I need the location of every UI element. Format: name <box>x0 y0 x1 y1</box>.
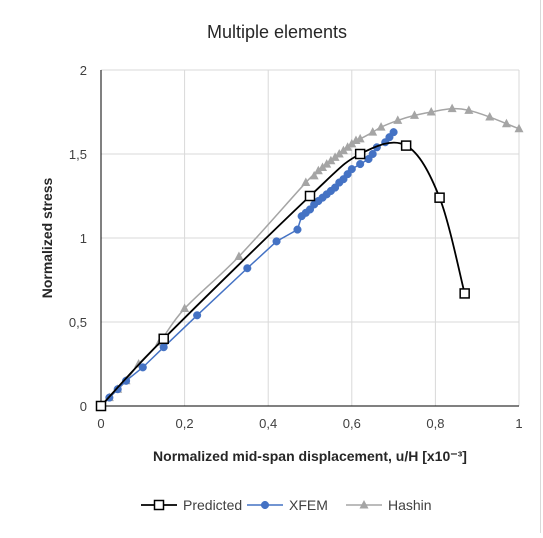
legend-swatch-marker-predicted <box>153 499 165 511</box>
series-line-predicted <box>100 141 466 407</box>
legend-swatch-marker-hashin <box>359 500 369 509</box>
data-point-hashin <box>234 251 244 260</box>
legend-item-xfem: XFEM <box>247 497 328 513</box>
chart-title: Multiple elements <box>207 22 347 42</box>
data-point-hashin <box>343 142 353 151</box>
x-tick-label: 0,8 <box>426 416 444 431</box>
legend-label-predicted: Predicted <box>183 497 242 513</box>
data-point-predicted <box>459 288 470 299</box>
data-point-xfem <box>193 311 202 320</box>
legend-label-hashin: Hashin <box>388 497 432 513</box>
y-tick-label: 1,5 <box>69 147 87 162</box>
data-point-hashin <box>447 103 457 113</box>
series-hashin <box>96 103 524 410</box>
data-point-hashin <box>368 127 378 136</box>
legend-swatch-marker-xfem <box>260 500 270 510</box>
y-tick-label: 1 <box>80 231 87 246</box>
data-point-xfem <box>159 343 168 352</box>
data-point-hashin <box>180 303 190 313</box>
grid-lines <box>100 69 520 407</box>
data-point-predicted <box>354 148 366 160</box>
data-point-hashin <box>355 133 365 143</box>
legend-item-hashin: Hashin <box>346 497 432 513</box>
data-point-predicted <box>400 140 412 151</box>
x-tick-label: 0,6 <box>343 416 361 431</box>
x-tick-label: 0,4 <box>259 416 277 431</box>
data-point-hashin <box>309 170 319 180</box>
data-point-xfem <box>138 363 147 372</box>
legend: Predicted XFEM Hashin <box>141 497 432 513</box>
series-predicted <box>95 140 470 412</box>
y-tick-label: 0 <box>80 399 87 414</box>
tick-labels: 0 0,2 0,4 0,6 0,8 1 0 0,5 1 1,5 2 <box>69 63 523 431</box>
data-point-xfem <box>347 165 356 174</box>
data-point-hashin <box>514 123 524 133</box>
data-point-hashin <box>334 149 344 158</box>
data-point-hashin <box>464 105 474 114</box>
data-point-hashin <box>426 107 436 116</box>
data-point-xfem <box>368 149 377 159</box>
data-point-hashin <box>410 110 419 119</box>
data-point-xfem <box>272 237 281 246</box>
y-axis-label: Normalized stress <box>39 177 55 298</box>
data-point-xfem <box>113 385 122 394</box>
x-tick-label: 1 <box>515 416 522 431</box>
data-point-hashin <box>330 152 340 161</box>
x-tick-label: 0,2 <box>176 416 194 431</box>
y-tick-label: 2 <box>80 63 87 78</box>
data-point-xfem <box>389 128 398 137</box>
data-point-hashin <box>501 118 511 128</box>
data-point-xfem <box>243 264 252 273</box>
data-point-hashin <box>313 165 323 175</box>
series-group <box>95 103 524 412</box>
data-point-hashin <box>322 159 332 168</box>
x-axis-label: Normalized mid-span displacement, u/H [x… <box>153 448 467 464</box>
data-point-hashin <box>485 112 495 121</box>
data-point-hashin <box>318 162 328 171</box>
data-point-predicted <box>304 190 316 202</box>
legend-item-predicted: Predicted <box>141 497 242 513</box>
data-point-hashin <box>326 155 336 165</box>
data-point-predicted <box>158 333 169 345</box>
x-tick-label: 0 <box>97 416 104 431</box>
data-point-xfem <box>293 225 302 234</box>
data-point-hashin <box>301 177 311 187</box>
chart-border <box>540 0 541 533</box>
data-point-hashin <box>393 115 403 124</box>
data-point-predicted <box>95 400 107 412</box>
series-xfem <box>96 128 398 411</box>
axes <box>100 70 519 407</box>
legend-label-xfem: XFEM <box>289 497 328 513</box>
data-point-hashin <box>347 138 357 148</box>
y-tick-label: 0,5 <box>69 315 87 330</box>
data-point-hashin <box>376 122 386 131</box>
data-point-predicted <box>434 192 445 203</box>
data-point-xfem <box>356 160 365 169</box>
data-point-hashin <box>338 145 348 155</box>
